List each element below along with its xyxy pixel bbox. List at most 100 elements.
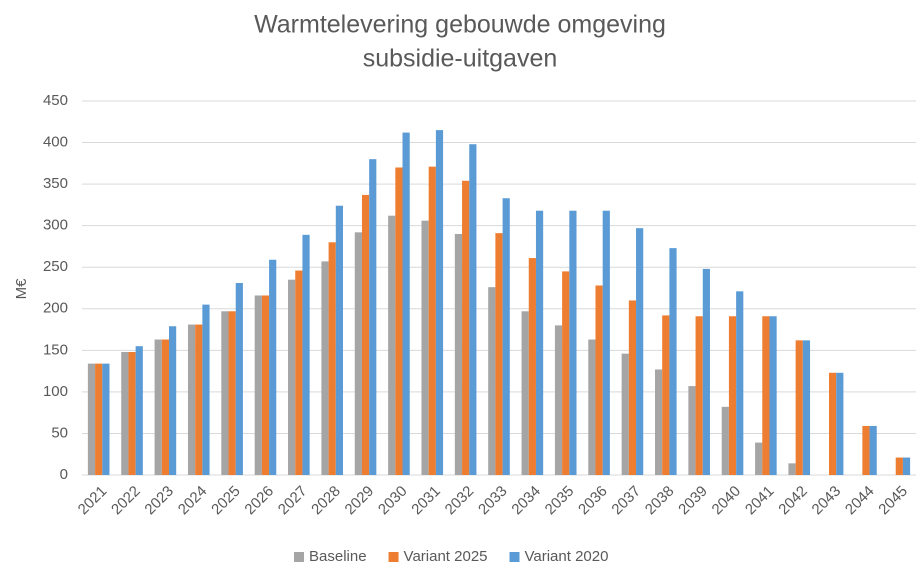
bar bbox=[187, 324, 196, 475]
bar bbox=[836, 372, 844, 475]
bar bbox=[721, 406, 729, 475]
bar bbox=[795, 340, 803, 475]
bar bbox=[388, 215, 396, 475]
chart-title: Warmtelevering gebouwde omgeving bbox=[254, 11, 666, 39]
bar bbox=[228, 311, 236, 475]
x-tick-label: 2042 bbox=[775, 483, 811, 519]
y-tick-label: 150 bbox=[43, 341, 68, 358]
bar bbox=[655, 369, 663, 475]
y-tick-label: 0 bbox=[60, 466, 68, 483]
bar bbox=[395, 167, 403, 475]
bar bbox=[254, 295, 262, 475]
bar bbox=[95, 363, 103, 475]
bar bbox=[369, 159, 377, 475]
bar bbox=[121, 351, 129, 475]
bar bbox=[269, 259, 277, 475]
x-tick-label: 2037 bbox=[608, 483, 644, 519]
bar bbox=[87, 363, 96, 475]
bar bbox=[802, 340, 811, 475]
bar bbox=[736, 291, 744, 475]
x-tick-label: 2040 bbox=[709, 483, 745, 519]
x-tick-label: 2038 bbox=[642, 483, 678, 519]
bar bbox=[302, 234, 310, 475]
bar bbox=[595, 285, 603, 475]
x-tick-label: 2022 bbox=[108, 483, 144, 519]
bar bbox=[169, 326, 177, 475]
x-tick-label: 2032 bbox=[442, 483, 478, 519]
bar bbox=[488, 287, 496, 475]
legend-swatch bbox=[294, 552, 304, 562]
bar bbox=[535, 210, 544, 475]
bar bbox=[462, 180, 470, 475]
x-tick-label: 2034 bbox=[508, 483, 544, 519]
bar bbox=[702, 268, 710, 475]
y-tick-label: 200 bbox=[43, 300, 68, 317]
x-tick-label: 2036 bbox=[575, 483, 611, 519]
bar bbox=[862, 425, 870, 475]
bar bbox=[602, 210, 610, 475]
bar bbox=[728, 316, 737, 475]
bar bbox=[161, 339, 169, 475]
x-tick-label: 2044 bbox=[842, 483, 878, 519]
x-tick-label: 2027 bbox=[275, 483, 311, 519]
bar bbox=[562, 271, 570, 475]
x-tick-label: 2028 bbox=[308, 483, 344, 519]
y-tick-label: 300 bbox=[43, 217, 68, 234]
bar bbox=[435, 130, 444, 476]
x-tick-label: 2021 bbox=[75, 483, 111, 519]
x-tick-label: 2035 bbox=[542, 483, 578, 519]
bar bbox=[636, 228, 644, 475]
bar bbox=[428, 166, 436, 475]
bar bbox=[128, 351, 136, 475]
bar bbox=[662, 315, 670, 475]
bar bbox=[695, 316, 703, 475]
bar bbox=[621, 353, 629, 475]
x-tick-label: 2023 bbox=[141, 483, 177, 519]
x-tick-label: 2029 bbox=[342, 483, 378, 519]
legend-swatch bbox=[388, 552, 399, 562]
bar bbox=[569, 210, 577, 475]
x-tick-label: 2031 bbox=[408, 483, 444, 519]
bar bbox=[554, 325, 563, 475]
x-tick-label: 2045 bbox=[875, 483, 911, 519]
bar bbox=[321, 261, 329, 475]
bar bbox=[688, 386, 696, 475]
bar bbox=[769, 316, 777, 475]
bar bbox=[528, 258, 536, 475]
x-tick-label: 2030 bbox=[375, 483, 411, 519]
bar bbox=[288, 279, 296, 475]
bar bbox=[221, 311, 229, 475]
bar bbox=[361, 194, 370, 475]
y-axis-label: M€ bbox=[13, 278, 30, 299]
y-tick-label: 50 bbox=[51, 424, 68, 441]
bar bbox=[762, 316, 770, 475]
legend-label: Variant 2025 bbox=[404, 548, 488, 565]
bar bbox=[195, 324, 203, 475]
bar bbox=[502, 198, 510, 476]
bar bbox=[829, 372, 837, 475]
y-tick-label: 450 bbox=[43, 92, 68, 109]
legend-label: Variant 2020 bbox=[525, 548, 609, 565]
bar bbox=[295, 270, 303, 475]
x-tick-label: 2024 bbox=[175, 483, 211, 519]
x-tick-label: 2025 bbox=[208, 483, 244, 519]
bar bbox=[521, 311, 529, 475]
y-tick-label: 250 bbox=[43, 258, 68, 275]
bar bbox=[335, 205, 343, 475]
y-tick-label: 350 bbox=[43, 175, 68, 192]
bar bbox=[135, 346, 143, 475]
legend-swatch bbox=[509, 552, 520, 562]
bar bbox=[495, 233, 503, 475]
x-tick-label: 2041 bbox=[742, 483, 778, 519]
bar bbox=[402, 132, 410, 476]
x-tick-label: 2043 bbox=[809, 483, 845, 519]
bar bbox=[669, 248, 677, 475]
x-tick-label: 2033 bbox=[475, 483, 511, 519]
bar bbox=[869, 425, 877, 475]
bar bbox=[588, 339, 596, 475]
legend-label: Baseline bbox=[309, 548, 367, 565]
y-tick-label: 100 bbox=[43, 383, 68, 400]
bar bbox=[202, 304, 210, 475]
bar bbox=[328, 242, 336, 475]
